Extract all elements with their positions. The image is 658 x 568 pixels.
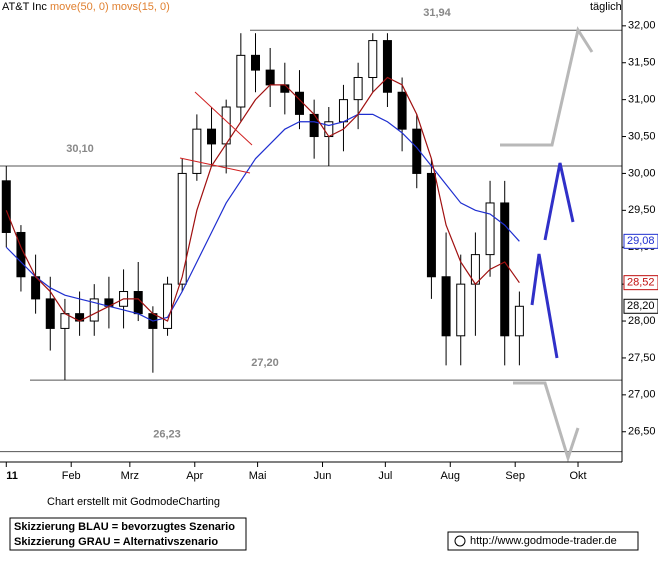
moving-average [5,76,520,322]
candle-body [163,283,173,329]
y-tick-label: 32,00 [628,20,656,32]
x-tick-label: Jun [314,470,332,482]
candle-body [500,202,510,337]
price-label-box [623,275,658,291]
candle-body [265,69,275,86]
x-tick-label: Feb [62,470,81,482]
x-tick-label: Mrz [121,470,139,482]
candle-body [280,84,290,93]
period: täglich [590,1,622,13]
copyright-icon [454,535,466,547]
candle-body [485,202,495,256]
x-tick-label: 11 [6,470,18,482]
y-tick-label: 26,50 [628,426,656,438]
candle-body [221,106,231,145]
candle-body [441,276,451,337]
candle-body [368,40,378,78]
legend-grey: Skizzierung GRAU = Alternativszenario [14,536,218,548]
y-tick-label: 31,50 [628,57,656,69]
legend-blue: Skizzierung BLAU = bevorzugtes Szenario [14,521,235,533]
candle-body [294,91,304,115]
credit: Chart erstellt mit GodmodeCharting [47,496,220,508]
candle-body [456,283,466,337]
price-label: 28,20 [627,300,655,312]
trend-line [194,91,253,146]
x-tick-label: Apr [186,470,203,482]
blue-scenario [543,162,575,241]
candle-body [89,298,99,322]
level-label: 31,94 [423,7,451,19]
candle-body [397,91,407,130]
indicators: move(50, 0) movs(15, 0) [50,1,170,13]
legend-box [9,517,247,551]
candle-body [251,54,261,71]
candle-body [338,99,348,123]
price-label: 28,52 [627,277,655,289]
x-tick-label: Jul [378,470,392,482]
x-tick-label: Sep [505,470,525,482]
candle-body [412,128,422,174]
candle-body [1,180,11,233]
title: AT&T Inc [2,1,47,13]
trend-line [179,157,251,174]
price-label: 29,08 [627,235,655,247]
candle-body [324,121,334,138]
candle-body [60,313,70,329]
y-tick-label: 30,00 [628,167,656,179]
candle-body [177,172,187,285]
level-label: 27,20 [251,357,279,369]
y-tick-label: 30,50 [628,130,656,142]
price-label-box [623,233,658,249]
y-tick-label: 27,50 [628,352,656,364]
candle-body [426,172,436,278]
url-box [447,531,639,551]
url[interactable]: http://www.godmode-trader.de [470,535,617,547]
plot-area: 26,5027,0027,5028,0028,5029,0029,5030,00… [0,7,656,482]
candle-body [353,76,363,101]
candle-body [133,291,143,315]
candle-body [382,40,392,93]
y-tick-label: 31,00 [628,94,656,106]
candle-body [207,128,217,145]
y-tick-label: 28,00 [628,315,656,327]
x-tick-label: Mai [249,470,267,482]
candle-body [192,128,202,174]
blue-scenario [530,253,559,359]
price-label-box [623,298,658,314]
candle-body [45,298,55,329]
candle-body [514,305,524,337]
grey-scenario [500,26,594,147]
x-tick-label: Aug [440,470,460,482]
candle-body [236,54,246,108]
level-label: 30,10 [66,143,94,155]
y-tick-label: 29,50 [628,204,656,216]
y-tick-label: 27,00 [628,389,656,401]
level-label: 26,23 [153,429,181,441]
grey-scenario [513,381,580,463]
x-tick-label: Okt [569,470,586,482]
